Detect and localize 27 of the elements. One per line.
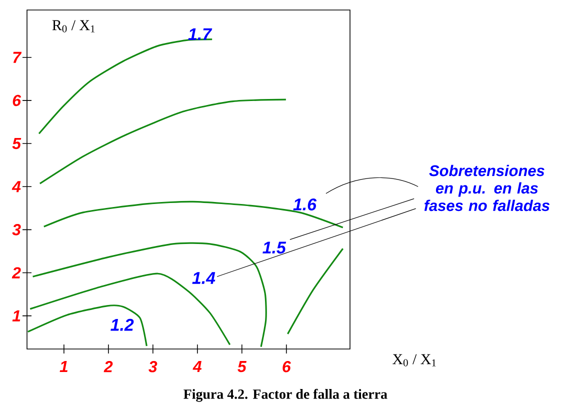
series-label: 1.2 bbox=[110, 318, 134, 331]
y-tick-label: 3 bbox=[12, 224, 21, 236]
series-label: 1.6 bbox=[293, 198, 317, 210]
x-tick-label: 2 bbox=[104, 361, 113, 372]
series-label: 1.7 bbox=[188, 28, 212, 40]
y-tick-label: 4 bbox=[12, 181, 21, 192]
y-tick-label: 7 bbox=[13, 52, 22, 63]
line-series bbox=[29, 272, 231, 346]
x-tick-label: 1 bbox=[60, 361, 68, 372]
series-label: 1.4 bbox=[192, 272, 216, 284]
series-label: 1.5 bbox=[262, 242, 286, 254]
y-tick-label: 6 bbox=[12, 94, 22, 106]
y-tick-label: 2 bbox=[12, 267, 21, 278]
text: Sobretensiones en p.u. en las fases no falladas bbox=[424, 164, 550, 212]
y-axis-title: R$_{0}$ / X$_{1}$ bbox=[52, 20, 95, 32]
x-axis-title: X$_{0}$ / X$_{1}$ bbox=[392, 354, 436, 366]
x-tick-label: 6 bbox=[282, 361, 291, 372]
line-series bbox=[27, 304, 148, 347]
y-tick-label: 5 bbox=[12, 138, 22, 150]
x-tick-label: 4 bbox=[192, 361, 202, 372]
y-tick-label: 1 bbox=[12, 310, 20, 322]
line-series bbox=[39, 98, 287, 184]
line-series bbox=[43, 200, 344, 228]
x-tick-label: 3 bbox=[148, 361, 158, 372]
text: Figura 4.2. Factor de falla a tierra bbox=[184, 388, 388, 402]
line-series bbox=[38, 38, 213, 134]
x-tick-label: 5 bbox=[238, 361, 247, 372]
